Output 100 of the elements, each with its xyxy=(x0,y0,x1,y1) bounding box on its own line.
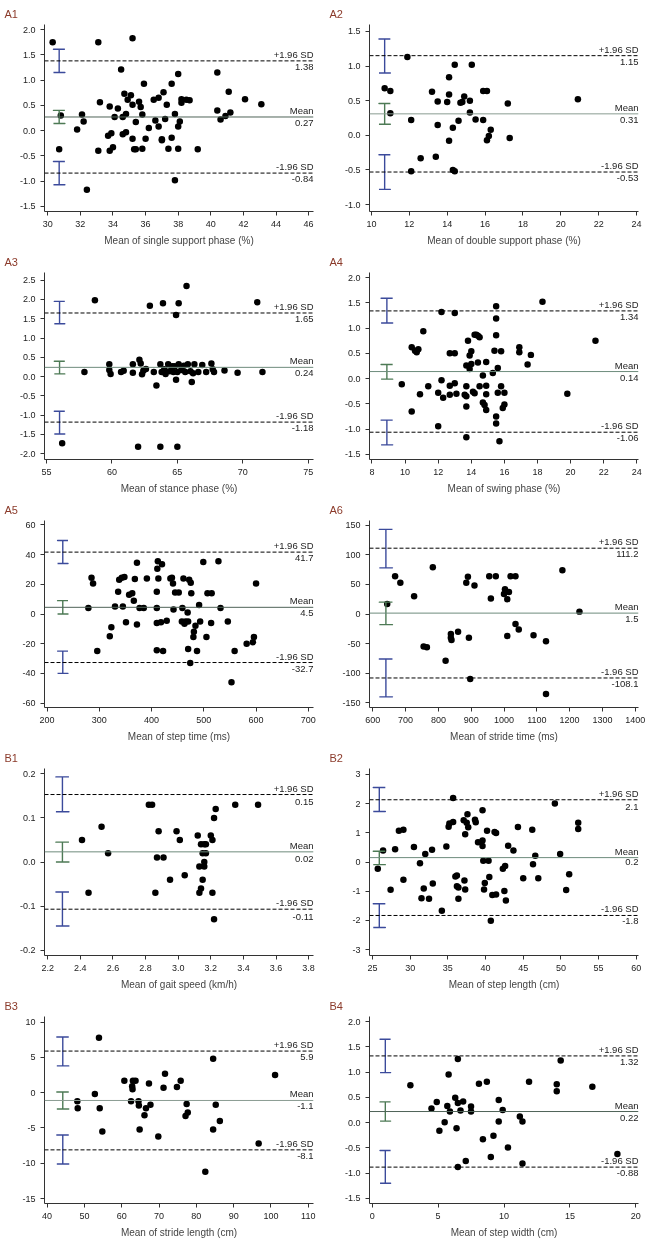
x-tick-label: 60 xyxy=(116,1210,127,1221)
annotation: -0.53 xyxy=(616,172,639,184)
x-tick-label: 18 xyxy=(517,218,528,229)
annotation: -0.84 xyxy=(291,173,314,185)
x-axis-title: Mean of swing phase (%) xyxy=(447,482,561,494)
x-tick-label: 12 xyxy=(433,466,444,477)
y-tick-label: -15 xyxy=(22,1193,36,1204)
x-tick-label: 55 xyxy=(41,466,52,477)
ref-line-label: -1.96 SD xyxy=(276,897,314,909)
chart-title: A4 xyxy=(329,255,343,268)
x-axis-title: Mean of step time (ms) xyxy=(127,730,231,742)
ref-line-label: Mean xyxy=(289,104,314,116)
x-tick-label: 30 xyxy=(405,962,416,973)
annotation: 1.5 xyxy=(625,613,639,625)
ref-line-label: -1.96 SD xyxy=(601,1155,639,1167)
annotation: -1.8 xyxy=(622,914,639,926)
ref-line-label: -1.96 SD xyxy=(276,410,314,422)
ref-line-label: Mean xyxy=(289,839,314,851)
annotation: -1.06 xyxy=(616,432,639,444)
x-tick-label: 40 xyxy=(205,218,216,229)
y-tick-label: 1.5 xyxy=(347,1041,361,1052)
x-axis-title: Mean of stance phase (%) xyxy=(120,482,238,494)
y-tick-label: -150 xyxy=(342,697,361,708)
x-tick-label: 24 xyxy=(631,218,642,229)
y-tick-label: 0 xyxy=(355,857,361,867)
x-tick-label: 36 xyxy=(140,218,151,229)
annotation: 41.7 xyxy=(295,552,314,564)
x-tick-label: 1000 xyxy=(493,714,515,725)
ref-line-label: +1.96 SD xyxy=(598,298,639,310)
x-tick-label: 24 xyxy=(631,466,642,477)
y-tick-label: 60 xyxy=(25,519,36,530)
y-tick-label: 2.5 xyxy=(22,275,36,286)
x-tick-label: 3.6 xyxy=(269,962,283,973)
x-tick-label: 5 xyxy=(435,1210,441,1221)
annotation: -0.88 xyxy=(616,1167,639,1179)
y-tick-label: 0.1 xyxy=(22,812,36,823)
x-axis-title: Mean of step length (cm) xyxy=(448,978,560,990)
chart-title: B1 xyxy=(4,751,18,764)
y-tick-label: 2 xyxy=(355,798,361,809)
x-tick-label: 70 xyxy=(237,466,248,477)
y-tick-label: -60 xyxy=(22,698,36,709)
x-tick-label: 35 xyxy=(442,962,453,973)
ref-line-label: -1.96 SD xyxy=(601,665,639,677)
x-tick-label: 80 xyxy=(191,1210,202,1221)
y-tick-label: -0.5 xyxy=(344,1142,361,1153)
y-tick-label: 0.5 xyxy=(347,95,361,106)
annotation: 1.65 xyxy=(295,312,314,324)
x-tick-label: 60 xyxy=(631,962,642,973)
annotation: 111.2 xyxy=(616,548,639,560)
x-tick-label: 20 xyxy=(555,218,566,229)
x-tick-label: 3.2 xyxy=(204,962,218,973)
x-tick-label: 400 xyxy=(144,714,160,725)
x-tick-label: 0 xyxy=(369,1210,375,1221)
y-tick-label: 1.0 xyxy=(347,323,361,334)
y-tick-label: 0 xyxy=(30,609,36,619)
x-tick-label: 110 xyxy=(301,1210,316,1221)
chart-title: B3 xyxy=(4,999,18,1012)
chart-title: B4 xyxy=(329,999,343,1012)
x-tick-label: 16 xyxy=(499,466,510,477)
y-tick-label: 1.5 xyxy=(22,313,36,324)
y-tick-label: 0.5 xyxy=(22,100,36,111)
x-tick-label: 3.0 xyxy=(171,962,185,973)
x-tick-label: 300 xyxy=(91,714,107,725)
x-tick-label: 32 xyxy=(75,218,86,229)
ref-line-label: -1.96 SD xyxy=(601,160,639,172)
annotation: 0.02 xyxy=(295,853,314,865)
annotation: 0.2 xyxy=(625,856,639,868)
x-tick-label: 75 xyxy=(303,466,314,477)
x-tick-label: 10 xyxy=(400,466,411,477)
y-tick-label: 2.0 xyxy=(22,24,36,35)
x-axis-title: Mean of stride length (cm) xyxy=(120,1226,238,1238)
annotation: 4.5 xyxy=(300,607,314,619)
y-tick-label: -1.5 xyxy=(344,449,361,460)
y-tick-label: 2.0 xyxy=(347,1016,361,1027)
x-tick-label: 14 xyxy=(466,466,477,477)
y-tick-label: 2.0 xyxy=(22,294,36,305)
y-tick-label: -1.5 xyxy=(19,429,36,440)
y-tick-label: 1.5 xyxy=(347,26,361,37)
y-tick-label: 0.0 xyxy=(347,1117,361,1128)
x-tick-label: 70 xyxy=(154,1210,165,1221)
x-axis-title: Mean of step width (cm) xyxy=(450,1226,558,1238)
ref-line-label: Mean xyxy=(614,1099,639,1111)
y-tick-label: -1.5 xyxy=(344,1193,361,1204)
x-tick-label: 900 xyxy=(463,714,479,725)
y-tick-label: -50 xyxy=(347,638,361,649)
y-tick-label: -0.5 xyxy=(344,398,361,409)
ref-line-label: Mean xyxy=(614,845,639,857)
x-tick-label: 2.8 xyxy=(139,962,152,973)
y-tick-label: 0.2 xyxy=(22,768,36,779)
ref-line-label: +1.96 SD xyxy=(273,540,314,552)
y-tick-label: 50 xyxy=(350,579,361,590)
chart-title: A1 xyxy=(4,7,18,20)
chart-title: A3 xyxy=(4,255,18,268)
annotation: 0.27 xyxy=(295,116,314,128)
y-tick-label: 1.5 xyxy=(347,297,361,308)
y-tick-label: 0.5 xyxy=(22,352,36,363)
x-tick-label: 8 xyxy=(369,466,375,477)
x-tick-label: 700 xyxy=(398,714,414,725)
x-tick-label: 34 xyxy=(107,218,118,229)
annotation: 1.15 xyxy=(620,55,639,67)
